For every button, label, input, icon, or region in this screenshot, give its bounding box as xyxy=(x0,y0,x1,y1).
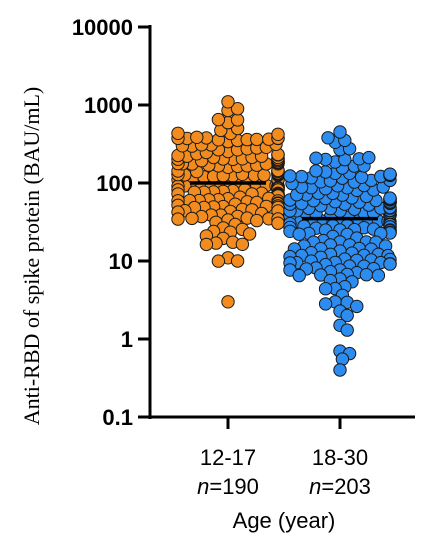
data-point xyxy=(221,295,235,309)
x-tick-label: 18-30 xyxy=(312,445,368,470)
data-point xyxy=(309,151,323,165)
data-point xyxy=(333,125,347,139)
data-point xyxy=(333,363,347,377)
data-point xyxy=(230,102,245,116)
y-tick-label: 1000 xyxy=(84,93,133,118)
y-axis-title: Anti-RBD of spike protein (BAU/mL) xyxy=(19,87,44,426)
data-point xyxy=(211,112,226,127)
data-point xyxy=(171,126,185,141)
data-point xyxy=(321,131,335,145)
data-point xyxy=(171,212,185,226)
median-lines xyxy=(190,181,378,221)
data-point xyxy=(383,167,397,181)
data-point xyxy=(309,164,323,178)
x-tick-label: 12-17 xyxy=(200,445,256,470)
data-point xyxy=(318,282,333,296)
data-point xyxy=(235,237,250,252)
data-point xyxy=(383,257,397,271)
data-point xyxy=(359,268,374,282)
y-tick-label: 10 xyxy=(109,249,133,274)
data-point xyxy=(318,297,333,311)
data-point xyxy=(230,113,245,127)
y-tick-label: 10000 xyxy=(72,15,133,40)
data-point xyxy=(283,169,297,183)
y-tick-label: 1 xyxy=(121,327,133,352)
data-point xyxy=(335,352,350,366)
data-point xyxy=(383,191,397,205)
axis-labels: Anti-RBD of spike protein (BAU/mL) Age (… xyxy=(19,87,335,533)
x-axis-title: Age (year) xyxy=(233,508,336,533)
data-point xyxy=(185,211,199,226)
data-point xyxy=(230,254,245,268)
data-points xyxy=(171,95,397,377)
sample-size-label: n=203 xyxy=(309,474,371,499)
data-point xyxy=(292,227,306,241)
data-point xyxy=(350,299,364,314)
data-point xyxy=(221,95,235,109)
data-point xyxy=(250,132,264,147)
sample-size-label: n=190 xyxy=(197,474,259,499)
y-tick-label: 100 xyxy=(96,171,133,196)
data-point xyxy=(354,170,369,185)
data-point xyxy=(340,308,354,323)
data-point xyxy=(242,227,257,241)
data-point xyxy=(362,150,376,165)
data-point xyxy=(211,254,226,268)
data-point xyxy=(371,268,386,283)
x-axis: 12-17 n=190 18-30 n=203 xyxy=(148,415,415,499)
data-point xyxy=(294,169,309,184)
data-point xyxy=(271,127,285,142)
data-point xyxy=(199,237,214,252)
data-point xyxy=(292,268,306,283)
y-axis: 0.1 1 10 100 1000 10000 xyxy=(72,15,152,430)
data-point xyxy=(271,216,285,230)
data-point xyxy=(250,213,264,228)
data-point xyxy=(340,323,354,337)
y-tick-label: 0.1 xyxy=(102,405,133,430)
data-point xyxy=(190,130,204,145)
